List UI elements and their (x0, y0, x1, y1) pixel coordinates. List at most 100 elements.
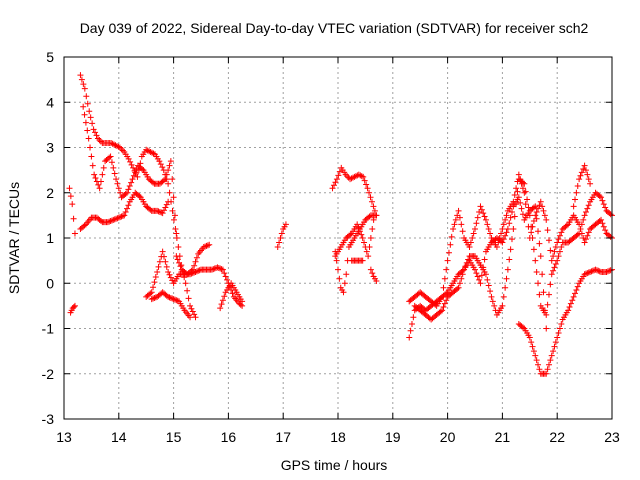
data-point (514, 188, 521, 195)
data-point (536, 240, 543, 247)
data-point (155, 208, 162, 215)
data-point (169, 176, 176, 183)
data-point (526, 334, 533, 341)
data-point (573, 189, 580, 196)
data-point (528, 339, 535, 346)
data-point (188, 305, 195, 312)
data-point (515, 171, 522, 178)
data-point (437, 308, 444, 315)
series-sat-o (367, 266, 380, 284)
data-point (333, 176, 340, 183)
data-point (602, 204, 609, 211)
y-tick-label: 4 (46, 94, 54, 110)
data-point (558, 320, 565, 327)
data-point (167, 274, 174, 281)
data-point (544, 227, 551, 234)
data-point (88, 153, 95, 160)
data-point (155, 263, 162, 270)
data-point (89, 120, 96, 127)
y-tick-label: 2 (46, 185, 54, 201)
data-point (580, 235, 587, 241)
data-point (96, 185, 103, 192)
data-point (176, 259, 183, 266)
data-point (585, 269, 592, 276)
data-point (358, 173, 365, 180)
data-point (87, 144, 94, 151)
data-point (500, 236, 507, 243)
data-point (221, 270, 228, 277)
data-point (474, 214, 481, 221)
data-point (367, 266, 374, 273)
data-point (485, 225, 492, 232)
data-point (598, 216, 605, 223)
data-point (71, 302, 78, 309)
data-point (217, 305, 224, 312)
data-point (347, 231, 354, 238)
data-point (544, 301, 551, 308)
data-point (581, 271, 588, 278)
data-point (518, 180, 525, 187)
data-point (570, 203, 577, 210)
data-point (587, 268, 594, 275)
data-point (513, 185, 520, 192)
data-point (544, 366, 551, 373)
data-point (161, 253, 168, 260)
data-point (276, 239, 283, 246)
data-point (97, 178, 104, 185)
data-point (533, 357, 540, 364)
data-point (139, 165, 146, 172)
data-point (127, 158, 134, 165)
x-tick-label: 23 (604, 429, 620, 445)
data-point (111, 170, 118, 177)
data-point (506, 220, 513, 227)
data-point (548, 271, 555, 278)
data-point (330, 182, 337, 189)
data-point (504, 266, 511, 273)
data-point (533, 268, 540, 275)
data-point (440, 284, 447, 291)
data-point (529, 223, 536, 230)
data-point (545, 291, 552, 298)
data-point (89, 162, 96, 169)
data-point (206, 241, 213, 248)
data-point (488, 293, 495, 300)
data-point (83, 93, 90, 100)
data-point (174, 297, 181, 304)
data-point (507, 246, 514, 253)
data-point (367, 235, 374, 241)
data-point (455, 207, 462, 214)
data-point (487, 288, 494, 295)
data-point (221, 293, 228, 300)
data-point (572, 196, 579, 203)
data-point (606, 267, 613, 274)
y-axis-label: SDTVAR / TECUs (6, 182, 22, 294)
data-point (336, 275, 343, 282)
data-point (555, 253, 562, 260)
data-point (358, 231, 365, 238)
data-point (329, 185, 336, 192)
data-point (81, 222, 88, 229)
data-point (214, 264, 221, 271)
data-point (507, 214, 514, 221)
data-point (90, 126, 97, 133)
data-point (582, 208, 589, 215)
data-point (154, 268, 161, 275)
data-point (541, 307, 548, 314)
data-point (356, 228, 363, 235)
data-point (150, 179, 157, 186)
data-point (543, 370, 550, 377)
data-point (503, 229, 510, 236)
data-point (581, 239, 588, 246)
data-point (361, 177, 368, 184)
data-point (106, 218, 113, 225)
data-point (224, 276, 231, 283)
data-point (577, 172, 584, 179)
data-point (563, 222, 570, 229)
data-point (115, 185, 122, 192)
data-point (122, 190, 129, 197)
data-point (524, 196, 531, 203)
data-point (170, 216, 177, 223)
data-point (162, 204, 169, 211)
data-point (189, 266, 196, 273)
